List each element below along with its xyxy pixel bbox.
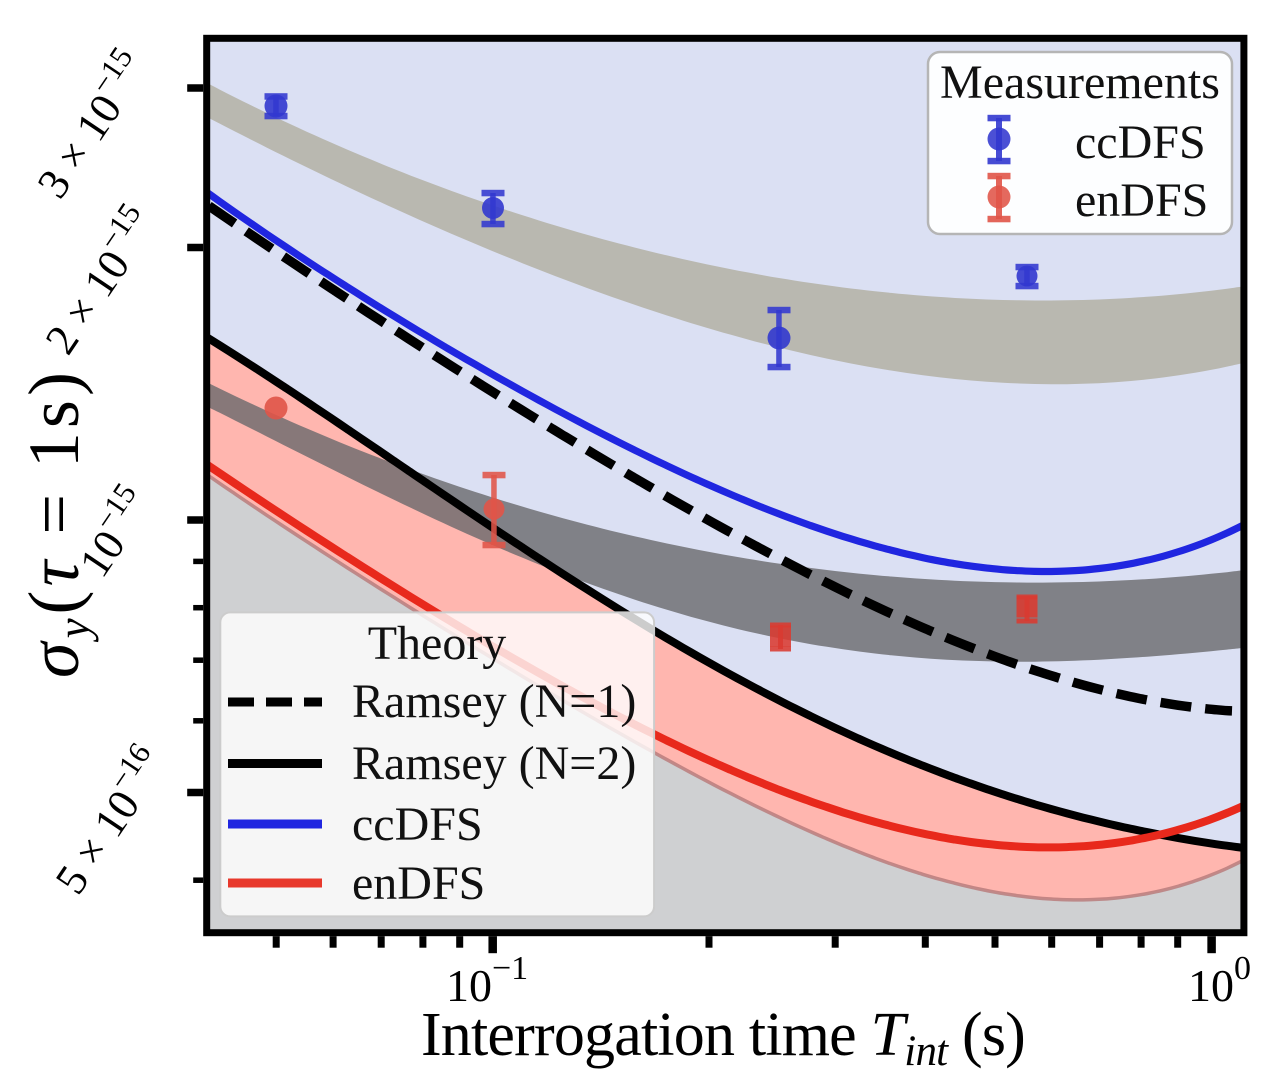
svg-text:10−1: 10−1 xyxy=(446,950,528,1011)
svg-text:ccDFS: ccDFS xyxy=(1075,116,1206,169)
svg-text:Ramsey (N=1): Ramsey (N=1) xyxy=(352,675,636,728)
svg-text:Ramsey (N=2): Ramsey (N=2) xyxy=(352,737,636,790)
svg-text:enDFS: enDFS xyxy=(1075,174,1208,227)
svg-text:Measurements: Measurements xyxy=(940,56,1220,109)
svg-text:ccDFS: ccDFS xyxy=(352,798,483,851)
svg-text:σy(τ = 1s): σy(τ = 1s) xyxy=(14,368,99,678)
svg-text:enDFS: enDFS xyxy=(352,857,485,910)
svg-text:Theory: Theory xyxy=(368,617,507,670)
